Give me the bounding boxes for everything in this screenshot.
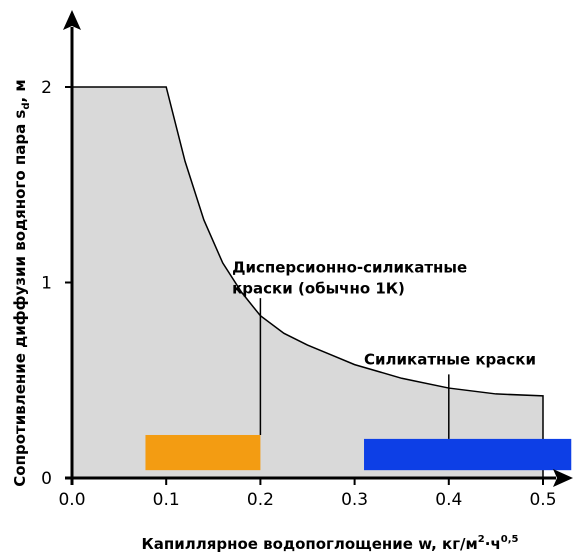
region-area [71, 86, 544, 479]
x-axis-title: Капиллярное водопоглощение w, кг/м2·ч0,5 [142, 534, 519, 553]
x-axis-title-dot: · [485, 535, 491, 553]
x-axis-title-unit: ч [490, 535, 500, 553]
annotation-line: Силикатные краски [364, 351, 536, 369]
x-tick-label: 0.0 [58, 490, 85, 510]
annotation-0: Дисперсионно-силикатные краски (обычно 1К… [232, 259, 467, 298]
y-tick-label: 1 [41, 274, 52, 294]
x-axis-title-text: Капиллярное водопоглощение w, кг/м [142, 535, 478, 553]
y-axis-arrow-icon [63, 10, 81, 30]
annotation-1: Силикатные краски [364, 351, 536, 369]
x-tick-label: 0.2 [247, 490, 274, 510]
bar-dispersion-silicate [145, 434, 261, 471]
x-axis-title-sup1: 2 [478, 534, 485, 545]
bar-silicate [364, 438, 572, 471]
annotation-line: краски (обычно 1К) [232, 280, 405, 298]
annotation-line: Дисперсионно-силикатные [232, 259, 467, 277]
y-axis-title: Сопротивление диффузии водяного пара sd,… [11, 79, 32, 486]
x-tick-label: 0.1 [153, 490, 180, 510]
y-tick-label: 0 [41, 469, 52, 489]
x-tick-label: 0.4 [435, 490, 462, 510]
y-axis-title-unit: , м [11, 79, 29, 102]
x-axis-title-sup2: 0,5 [501, 534, 519, 545]
y-axis-title-text: Сопротивление диффузии водяного пара s [11, 110, 29, 487]
y-axis-title-sub: d [21, 102, 32, 109]
x-tick-label: 0.5 [529, 490, 556, 510]
x-tick-label: 0.3 [341, 490, 368, 510]
x-axis-arrow-icon [553, 469, 573, 487]
y-tick-label: 2 [41, 78, 52, 98]
